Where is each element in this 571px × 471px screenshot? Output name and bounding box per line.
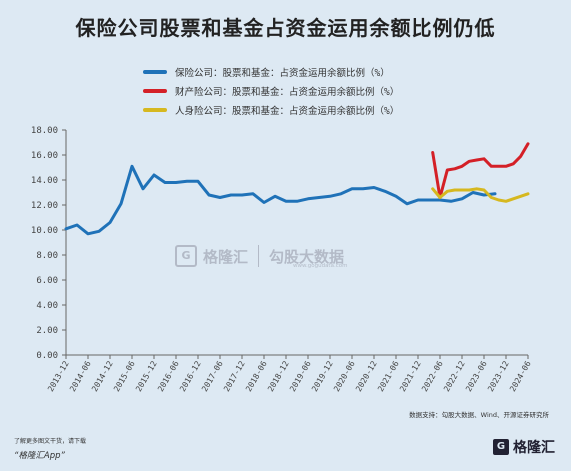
chart-title: 保险公司股票和基金占资金运用余额比例仍低 [75, 16, 496, 40]
x-tick-label: 2020-12 [354, 359, 379, 393]
x-tick-label: 2023-12 [486, 359, 511, 393]
watermark-logo-icon: G [175, 245, 197, 267]
x-tick-label: 2014-06 [68, 359, 93, 393]
x-tick-label: 2019-06 [288, 359, 313, 393]
legend-item-property: 财产险公司：股票和基金：占资金运用余额比例（%） [143, 81, 399, 100]
x-tick-label: 2014-12 [90, 359, 115, 393]
y-tick-label: 12.00 [31, 201, 58, 211]
legend-item-insurance: 保险公司：股票和基金：占资金运用余额比例（%） [143, 62, 399, 81]
y-tick-label: 8.00 [36, 251, 58, 261]
x-tick-label: 2019-12 [310, 359, 335, 393]
footer-logo: G 格隆汇 [493, 437, 555, 457]
data-source: 数据支持：勾股大数据、Wind、开源证券研究所 [409, 411, 549, 419]
y-tick-label: 0.00 [36, 351, 58, 361]
series-line-property [431, 142, 530, 199]
y-tick-label: 6.00 [36, 276, 58, 286]
legend-label-life: 人身险公司：股票和基金：占资金运用余额比例（%） [175, 105, 400, 117]
watermark-url: www.gogudata.com [293, 263, 348, 269]
footer-logo-text: 格隆汇 [513, 440, 555, 456]
x-tick-label: 2017-06 [200, 359, 225, 393]
watermark-brand: 格隆汇 [203, 247, 249, 266]
x-tick-label: 2021-12 [398, 359, 423, 393]
x-tick-label: 2018-12 [266, 359, 291, 393]
legend-swatch-yellow [143, 107, 167, 112]
chart-legend: 保险公司：股票和基金：占资金运用余额比例（%） 财产险公司：股票和基金：占资金运… [143, 62, 399, 119]
x-tick-label: 2021-06 [376, 359, 401, 393]
x-tick-label: 2017-12 [222, 359, 247, 393]
y-tick-label: 4.00 [36, 301, 58, 311]
legend-swatch-blue [143, 69, 167, 74]
x-tick-label: 2023-06 [464, 359, 489, 393]
y-tick-label: 14.00 [31, 176, 58, 186]
legend-label-insurance: 保险公司：股票和基金：占资金运用余额比例（%） [175, 67, 390, 79]
series-line-life [431, 187, 530, 203]
y-tick-label: 2.00 [36, 326, 58, 336]
footer-subtext: 了解更多图文干货，请下载 [14, 438, 87, 445]
x-tick-label: 2022-12 [442, 359, 467, 393]
y-tick-label: 10.00 [31, 226, 58, 236]
x-tick-label: 2020-06 [332, 359, 357, 393]
y-tick-label: 18.00 [31, 126, 58, 136]
watermark-brand2: 勾股大数据 [269, 247, 345, 266]
x-tick-label: 2018-06 [244, 359, 269, 393]
x-tick-label: 2022-06 [420, 359, 445, 393]
series-line-insurance [64, 164, 497, 236]
legend-swatch-red [143, 88, 167, 93]
brand-logo-icon: G [493, 439, 509, 455]
x-tick-label: 2015-12 [134, 359, 159, 393]
x-tick-label: 2016-06 [156, 359, 181, 393]
legend-item-life: 人身险公司：股票和基金：占资金运用余额比例（%） [143, 100, 399, 119]
x-tick-label: 2016-12 [178, 359, 203, 393]
legend-label-property: 财产险公司：股票和基金：占资金运用余额比例（%） [175, 86, 400, 98]
x-tick-label: 2015-06 [112, 359, 137, 393]
x-tick-label: 2013-12 [46, 359, 71, 393]
x-tick-label: 2024-06 [508, 359, 533, 393]
y-tick-label: 16.00 [31, 151, 58, 161]
watermark: G 格隆汇 勾股大数据 www.gogudata.com [175, 245, 348, 269]
footer-app-name: “格隆汇App” [14, 451, 65, 461]
watermark-divider [258, 245, 260, 267]
footer-promo: 了解更多图文干货，请下载 “格隆汇App” [14, 436, 86, 461]
